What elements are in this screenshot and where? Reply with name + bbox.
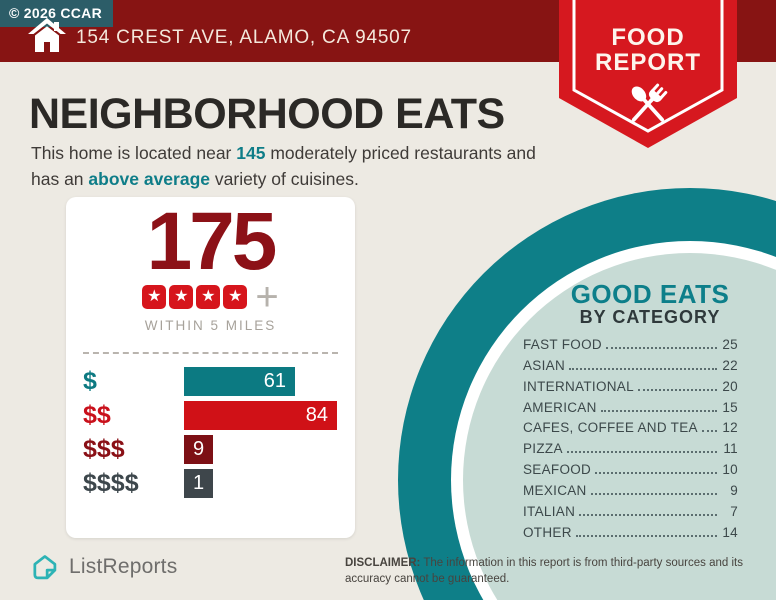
bar-fill: 9 bbox=[184, 434, 213, 464]
bar-value: 1 bbox=[192, 471, 205, 494]
category-value: 11 bbox=[723, 441, 738, 457]
dotted-leader bbox=[575, 534, 717, 537]
bar-row: $$$ 9 bbox=[83, 434, 355, 464]
price-tier-bar-chart: $ 61 $$ 84 $$$ 9 $$$$ 1 bbox=[66, 366, 355, 498]
category-row: AMERICAN 15 bbox=[523, 397, 738, 418]
star-icon: ★ bbox=[169, 284, 194, 309]
category-row: ASIAN 22 bbox=[523, 355, 738, 376]
radius-note: WITHIN 5 MILES bbox=[144, 317, 277, 333]
dotted-leader bbox=[566, 451, 717, 454]
bar-track: 61 bbox=[184, 366, 355, 396]
category-label: AMERICAN bbox=[523, 399, 597, 415]
star-rating: ★ ★ ★ ★ + bbox=[66, 274, 355, 319]
intro-variety-highlight: above average bbox=[88, 169, 211, 190]
category-row: MEXICAN 9 bbox=[523, 480, 738, 501]
category-label: FAST FOOD bbox=[523, 336, 602, 352]
category-row: INTERNATIONAL 20 bbox=[523, 376, 738, 397]
category-value: 7 bbox=[730, 504, 738, 520]
listreports-logo-icon bbox=[33, 555, 57, 580]
disclaimer-text: The information in this report is from t… bbox=[345, 557, 743, 586]
category-value: 22 bbox=[722, 357, 738, 373]
category-value: 15 bbox=[722, 399, 738, 415]
category-row: CAFES, COFFEE AND TEA 12 bbox=[523, 418, 738, 439]
category-label: PIZZA bbox=[523, 441, 563, 457]
bar-value: 84 bbox=[305, 403, 328, 426]
category-label: ASIAN bbox=[523, 357, 566, 373]
bar-track: 84 bbox=[184, 400, 355, 430]
bar-category-label: $$ bbox=[83, 400, 111, 429]
property-address: 154 CREST AVE, ALAMO, CA 94507 bbox=[76, 27, 412, 48]
dotted-leader bbox=[595, 472, 717, 475]
category-value: 25 bbox=[722, 336, 738, 352]
category-value: 10 bbox=[722, 462, 738, 478]
intro-part2: moderately priced restaurants and has an bbox=[31, 143, 536, 190]
intro-text: This home is located near 145 moderately… bbox=[31, 140, 563, 193]
bar-category-label: $$$$ bbox=[83, 468, 139, 497]
category-row: PIZZA 11 bbox=[523, 438, 738, 459]
dotted-leader bbox=[569, 367, 717, 370]
bar-value: 61 bbox=[263, 369, 286, 392]
copyright-badge: © 2026 CCAR bbox=[0, 0, 113, 27]
disclaimer: DISCLAIMER: The information in this repo… bbox=[345, 555, 749, 587]
star-icon: ★ bbox=[142, 284, 167, 309]
category-row: FAST FOOD 25 bbox=[523, 334, 738, 355]
ribbon-line1: FOOD bbox=[611, 24, 684, 51]
bar-fill: 61 bbox=[184, 366, 295, 396]
bar-fill: 84 bbox=[184, 400, 337, 430]
bar-value: 9 bbox=[192, 437, 205, 460]
home-icon bbox=[28, 18, 66, 52]
dotted-leader bbox=[600, 409, 717, 412]
category-label: CAFES, COFFEE AND TEA bbox=[523, 420, 698, 436]
intro-part3: variety of cuisines. bbox=[210, 169, 359, 190]
star-icon: ★ bbox=[196, 284, 221, 309]
bar-track: 1 bbox=[184, 468, 355, 498]
dotted-leader bbox=[590, 493, 717, 496]
intro-part1: This home is located near bbox=[31, 143, 237, 163]
category-value: 12 bbox=[722, 420, 738, 436]
bar-row: $$ 84 bbox=[83, 400, 355, 430]
category-label: SEAFOOD bbox=[523, 462, 592, 478]
good-eats-subtitle: BY CATEGORY bbox=[579, 307, 721, 327]
category-value: 20 bbox=[722, 378, 738, 394]
category-label: ITALIAN bbox=[523, 504, 576, 520]
star-icon: ★ bbox=[223, 284, 248, 309]
bar-track: 9 bbox=[184, 434, 355, 464]
dotted-leader bbox=[605, 346, 717, 349]
bar-row: $ 61 bbox=[83, 366, 355, 396]
listreports-wordmark: ListReports bbox=[69, 554, 178, 578]
category-value: 9 bbox=[730, 483, 738, 499]
bar-fill: 1 bbox=[184, 468, 213, 498]
dotted-leader bbox=[579, 514, 717, 517]
category-row: OTHER 14 bbox=[523, 522, 738, 543]
plus-icon: + bbox=[255, 274, 279, 319]
restaurant-stats-card: 175 ★ ★ ★ ★ + WITHIN 5 MILES $ 61 $$ 84 $$$ … bbox=[66, 197, 355, 538]
category-row: ITALIAN 7 bbox=[523, 501, 738, 522]
listreports-brand: ListReports bbox=[28, 551, 177, 582]
bar-category-label: $$$ bbox=[83, 434, 125, 463]
disclaimer-label: DISCLAIMER: bbox=[345, 557, 421, 569]
bar-row: $$$$ 1 bbox=[83, 468, 355, 498]
restaurant-count: 175 bbox=[146, 196, 278, 287]
food-report-ribbon: FOOD REPORT bbox=[559, 0, 737, 148]
category-label: INTERNATIONAL bbox=[523, 378, 634, 394]
crossed-utensils-icon bbox=[631, 83, 668, 122]
dotted-leader bbox=[637, 388, 717, 391]
category-label: OTHER bbox=[523, 524, 572, 540]
category-label: MEXICAN bbox=[523, 483, 587, 499]
category-value: 14 bbox=[722, 524, 738, 540]
category-row: SEAFOOD 10 bbox=[523, 459, 738, 480]
ribbon-line2: REPORT bbox=[595, 49, 701, 76]
page-title: NEIGHBORHOOD EATS bbox=[29, 90, 505, 138]
dotted-leader bbox=[701, 430, 717, 433]
category-list: FAST FOOD 25 ASIAN 22 INTERNATIONAL 20 AMER… bbox=[523, 334, 738, 543]
dashed-divider bbox=[83, 351, 338, 354]
intro-count-highlight: 145 bbox=[236, 143, 266, 163]
good-eats-title: GOOD EATS bbox=[570, 279, 730, 309]
bar-category-label: $ bbox=[83, 366, 97, 395]
